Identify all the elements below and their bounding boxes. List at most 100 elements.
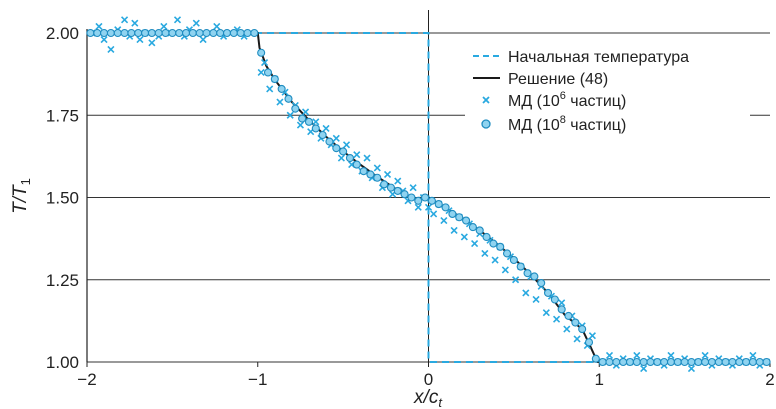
cross-stroke xyxy=(322,124,330,132)
md-1e6-point xyxy=(100,36,108,44)
md-1e8-point xyxy=(243,28,252,38)
cross-stroke xyxy=(481,249,489,257)
md-1e8-point xyxy=(113,28,122,38)
cross-stroke xyxy=(363,154,371,162)
md-1e8-point xyxy=(380,180,389,189)
md-1e6-point xyxy=(552,315,561,323)
cross-stroke xyxy=(445,207,453,215)
md-1e8-point xyxy=(195,28,204,38)
md-1e8-point xyxy=(612,357,621,367)
series-layer xyxy=(86,16,771,373)
md-1e6-point xyxy=(301,108,310,116)
legend-label: МД (106 частиц) xyxy=(508,90,626,110)
md-1e6-point xyxy=(257,68,265,77)
x-axis-label: x/ct xyxy=(413,387,443,409)
md-1e8-point xyxy=(462,216,471,225)
cross-stroke xyxy=(409,184,417,192)
md-1e6-point xyxy=(136,36,144,44)
md-1e8-point xyxy=(707,357,716,367)
md-1e8-point xyxy=(482,232,491,242)
cross-stroke xyxy=(424,203,433,211)
y-tick-label: 2.00 xyxy=(46,24,79,43)
md-1e6-point xyxy=(701,351,709,359)
legend-swatch-circle xyxy=(481,119,491,129)
legend-item-md-1e6: МД (106 частиц) xyxy=(482,90,626,110)
md-1e8-point xyxy=(141,28,150,38)
cross-stroke xyxy=(563,325,571,333)
md-1e8-point xyxy=(571,318,580,327)
cross-stroke xyxy=(301,108,310,116)
md-1e8-point xyxy=(93,28,102,38)
cross-stroke xyxy=(136,36,144,44)
md-1e8-point xyxy=(523,269,532,278)
x-tick-label: 2 xyxy=(765,370,774,389)
md-1e6-point xyxy=(95,22,103,30)
md-1e6-point xyxy=(512,276,520,284)
md-1e8-point xyxy=(86,28,95,38)
md-1e6-point xyxy=(542,309,550,317)
cross-stroke xyxy=(160,22,168,30)
cross-stroke xyxy=(465,220,474,228)
md-1e6-point xyxy=(414,203,422,211)
md-1e8-point xyxy=(257,48,266,57)
cross-stroke xyxy=(199,36,207,44)
md-1e6-point xyxy=(363,154,371,162)
md-1e6-point xyxy=(322,124,330,132)
md-1e6-point xyxy=(558,299,566,307)
md-1e6-point xyxy=(148,39,156,47)
legend-swatch-cross xyxy=(482,96,490,104)
md-1e6-point xyxy=(332,134,340,142)
md-1e8-point xyxy=(175,28,184,38)
cross-stroke xyxy=(394,177,402,185)
md-1e8-point xyxy=(557,305,566,314)
tick-labels: 1.00 1.25 1.50 1.75 2.00 −2 −1 0 1 2 xyxy=(46,24,775,389)
cross-stroke xyxy=(460,233,468,241)
cross-stroke xyxy=(95,22,103,30)
md-1e6-point xyxy=(373,164,381,172)
legend-background xyxy=(465,38,750,140)
md-1e6-point xyxy=(588,332,596,340)
cross-stroke xyxy=(261,59,269,67)
md-1e6-point xyxy=(296,121,305,129)
cross-stroke xyxy=(296,121,305,129)
md-1e6-point xyxy=(312,118,320,126)
md-1e8-point xyxy=(468,223,477,232)
cross-stroke xyxy=(276,98,284,106)
x-tick-label: −2 xyxy=(77,370,96,389)
md-1e6-point xyxy=(409,184,417,192)
cross-stroke xyxy=(471,239,479,248)
legend-label: Решение (48) xyxy=(508,71,608,88)
md-1e8-point xyxy=(168,28,177,38)
cross-stroke xyxy=(107,45,115,54)
md-1e8-point xyxy=(591,354,600,363)
cross-stroke xyxy=(491,256,499,264)
md-1e6-point xyxy=(107,45,115,54)
md-1e8-point xyxy=(598,357,607,367)
md-1e8-point xyxy=(509,255,518,265)
md-1e8-point xyxy=(543,288,553,297)
md-1e8-point xyxy=(625,357,635,367)
md-1e6-point xyxy=(749,351,757,359)
md-1e8-point xyxy=(653,357,662,367)
cross-stroke xyxy=(430,210,438,218)
cross-stroke xyxy=(547,292,556,300)
cross-stroke xyxy=(552,315,561,323)
x-tick-label: 0 xyxy=(424,370,433,389)
cross-stroke xyxy=(173,16,182,24)
md-1e8-point xyxy=(448,209,457,218)
md-1e8-point xyxy=(229,28,238,38)
md-1e8-point xyxy=(366,170,375,179)
md-1e8-point xyxy=(393,186,402,195)
md-1e8-point xyxy=(694,357,703,367)
cross-stroke xyxy=(687,365,696,373)
md-1e8-point xyxy=(291,104,300,113)
md-1e8-point xyxy=(188,28,197,38)
md-1e8-point xyxy=(578,325,587,334)
cross-stroke xyxy=(192,19,200,27)
md-1e8-point xyxy=(496,242,505,251)
cross-stroke xyxy=(633,351,641,359)
cross-stroke xyxy=(749,351,757,359)
md-1e8-point xyxy=(680,357,689,367)
md-1e8-point xyxy=(106,28,115,38)
cross-stroke xyxy=(450,226,458,234)
